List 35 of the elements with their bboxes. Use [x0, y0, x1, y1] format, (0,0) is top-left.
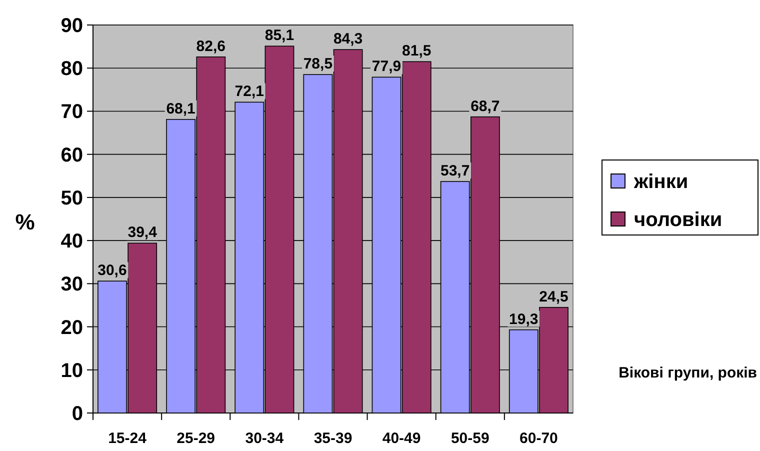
y-tick-label: 80	[60, 58, 83, 80]
x-tick-label: 15-24	[108, 430, 148, 447]
y-tick-label: 50	[60, 187, 83, 210]
x-tick-label: 25-29	[176, 430, 216, 447]
data-label: 77,9	[372, 58, 402, 76]
data-label: 19,3	[509, 310, 538, 328]
data-label: 39,4	[128, 224, 158, 242]
data-label: 68,1	[166, 100, 196, 118]
y-tick-label: 30	[60, 274, 83, 296]
y-axis-title: %	[15, 210, 35, 235]
x-tick-label: 50-59	[450, 430, 490, 447]
data-label: 84,3	[333, 30, 363, 48]
y-tick-label: 20	[60, 316, 83, 339]
y-tick-label: 60	[60, 144, 83, 166]
data-label: 68,7	[470, 98, 500, 115]
x-tick-label: 40-49	[382, 430, 421, 447]
x-tick-label: 35-39	[314, 430, 352, 447]
data-label: 78,5	[303, 56, 333, 73]
y-tick-label: 0	[72, 403, 83, 425]
x-tick-label: 30-34	[245, 430, 284, 447]
data-label: 53,7	[440, 162, 470, 180]
data-label: 72,1	[234, 83, 264, 100]
legend-label: жінки	[633, 171, 688, 193]
y-tick-label: 90	[60, 15, 83, 37]
y-tick-label: 40	[60, 230, 83, 253]
data-label: 82,6	[196, 38, 226, 55]
data-label: 85,1	[264, 27, 294, 44]
data-label: 30,6	[98, 262, 127, 280]
x-axis-title: Вікові групи, років	[618, 364, 757, 382]
y-tick-label: 10	[60, 360, 83, 382]
legend-label: чоловіки	[634, 209, 722, 231]
x-tick-label: 60-70	[520, 430, 558, 447]
data-label: 24,5	[539, 288, 568, 306]
data-label: 81,5	[402, 42, 432, 60]
y-tick-label: 70	[60, 101, 83, 124]
